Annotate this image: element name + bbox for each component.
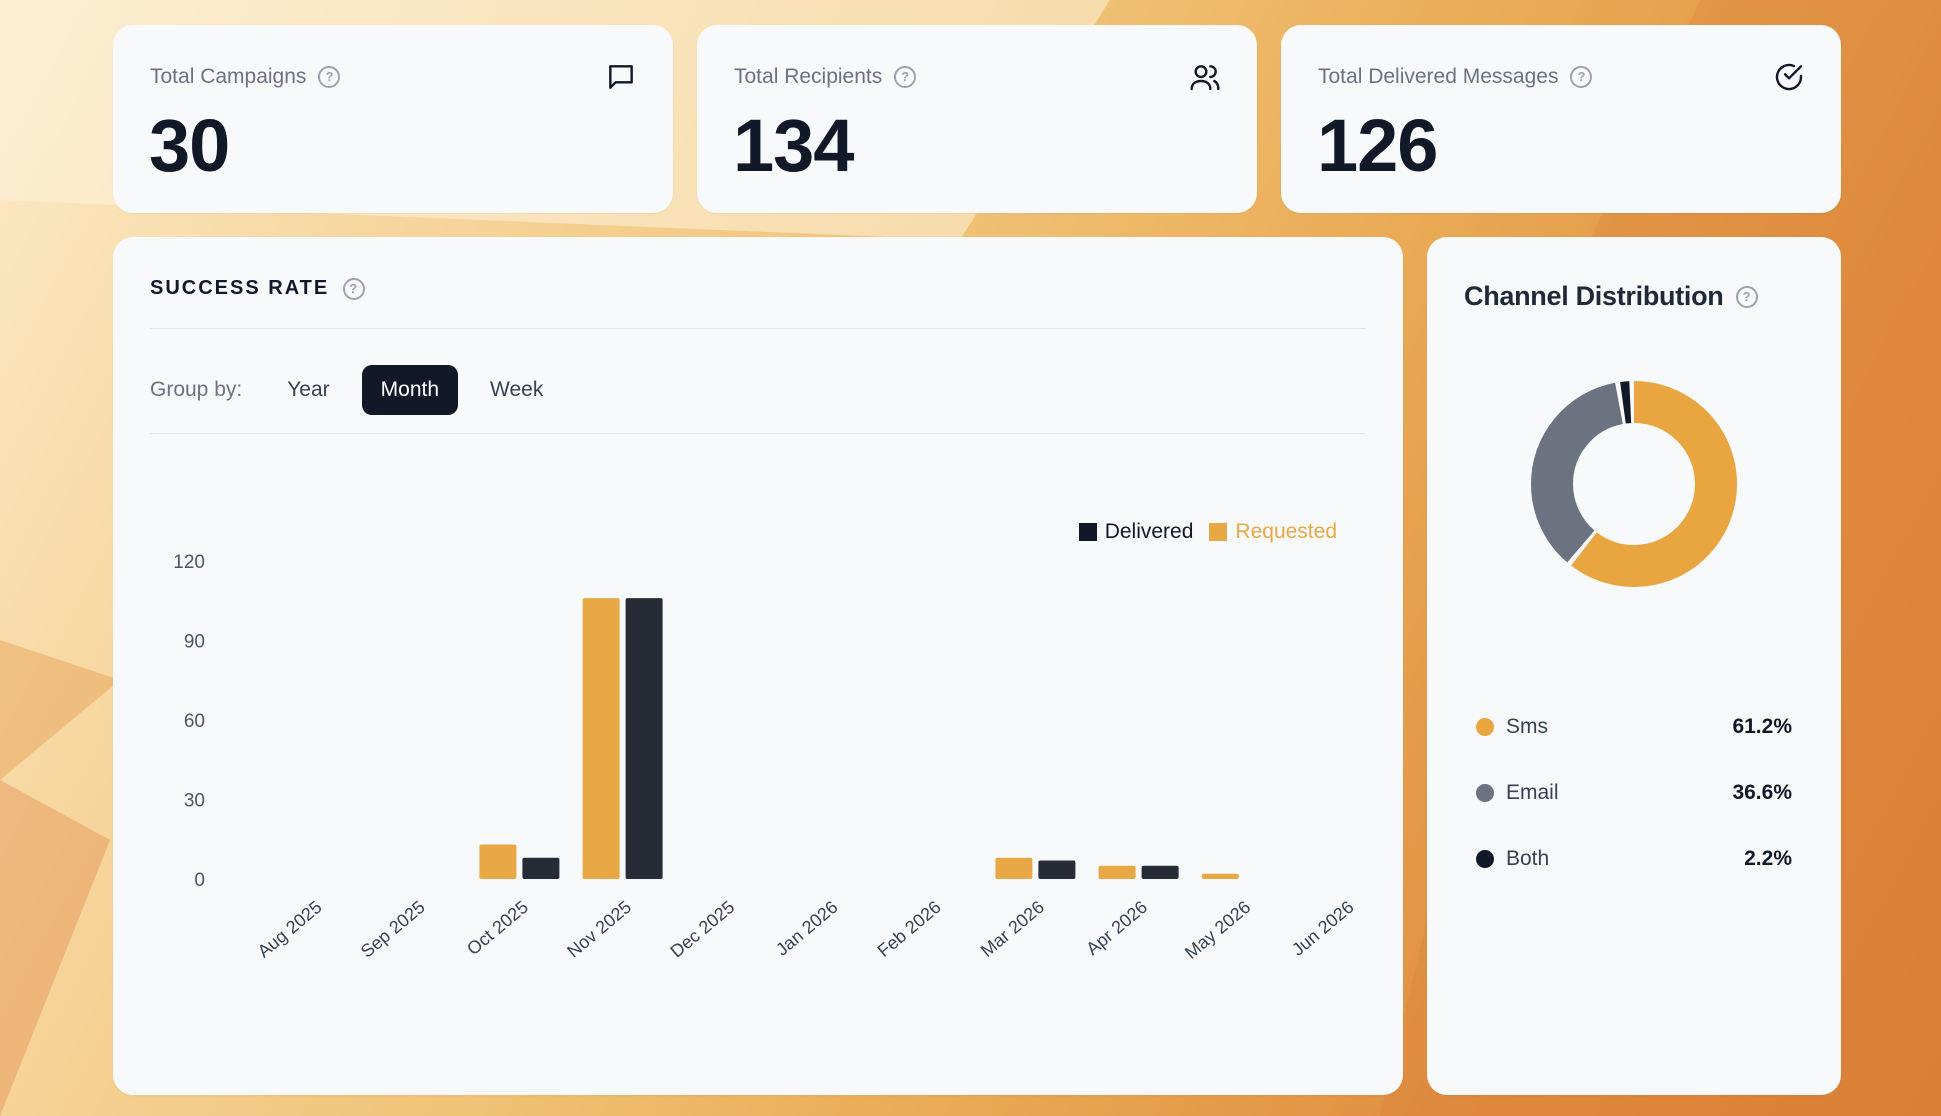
donut-chart (1531, 381, 1737, 587)
y-tick-label: 60 (184, 711, 205, 732)
group-week-button[interactable]: Week (471, 365, 562, 415)
distribution-percent: 2.2% (1744, 847, 1792, 870)
donut-slice-email[interactable] (1531, 381, 1737, 587)
check-circle-icon (1775, 63, 1803, 91)
distribution-name: Both (1506, 847, 1550, 870)
stat-label: Total Delivered Messages (1318, 65, 1559, 88)
stat-card-campaigns: Total Campaigns ? 30 (113, 25, 673, 213)
y-tick-label: 30 (184, 791, 205, 812)
stat-value: 134 (733, 104, 854, 187)
stat-value: 126 (1317, 104, 1438, 187)
legend-item-delivered[interactable]: Delivered (1078, 520, 1194, 544)
x-tick-label: Jan 2026 (772, 897, 842, 960)
sms-dot (1476, 718, 1494, 736)
message-square-icon (609, 65, 633, 89)
x-tick-label: Aug 2025 (254, 897, 326, 962)
x-tick-label: Nov 2025 (563, 897, 635, 962)
group-month-button[interactable]: Month (361, 365, 459, 415)
bar-delivered[interactable] (625, 598, 663, 879)
stat-value: 30 (149, 104, 230, 187)
x-tick-label: Dec 2025 (666, 897, 738, 962)
bar-delivered[interactable] (1038, 860, 1076, 879)
y-tick-label: 120 (173, 552, 205, 573)
bar-requested[interactable] (479, 844, 517, 879)
x-tick-label: Apr 2026 (1082, 897, 1151, 959)
bar-requested[interactable] (1098, 865, 1136, 879)
legend-label-requested: Requested (1235, 520, 1337, 543)
success-rate-card: SUCCESS RATE ? Group by: Year Month Week… (113, 237, 1403, 1095)
x-tick-label: Sep 2025 (357, 897, 429, 962)
bar-requested[interactable] (995, 857, 1033, 879)
x-tick-label: Feb 2026 (874, 897, 945, 961)
bar-requested[interactable] (582, 598, 620, 879)
help-icon[interactable]: ? (894, 66, 917, 88)
help-icon[interactable]: ? (318, 66, 341, 88)
distribution-row-email: Email 36.6% (1476, 781, 1792, 805)
distribution-name: Sms (1506, 715, 1548, 738)
users-icon (1190, 65, 1220, 91)
stat-label: Total Recipients (734, 65, 883, 88)
x-tick-label: Jun 2026 (1288, 897, 1358, 960)
section-title: Channel Distribution (1464, 281, 1724, 311)
chart-legend: Delivered Requested (1078, 520, 1337, 544)
legend-label-delivered: Delivered (1104, 520, 1194, 543)
legend-item-requested[interactable]: Requested (1209, 520, 1337, 544)
group-year-button[interactable]: Year (268, 365, 348, 415)
y-tick-label: 90 (184, 632, 205, 653)
bar-requested[interactable] (1201, 873, 1239, 879)
both-dot (1476, 850, 1494, 868)
distribution-percent: 36.6% (1732, 781, 1792, 804)
y-tick-label: 0 (194, 870, 205, 891)
help-icon[interactable]: ? (1735, 285, 1758, 308)
group-by-label: Group by: (150, 378, 243, 401)
channel-distribution-card: Channel Distribution ? Sms 61.2% Email 3… (1427, 237, 1841, 1095)
distribution-name: Email (1506, 781, 1559, 804)
x-tick-label: Oct 2025 (463, 897, 532, 959)
help-icon[interactable]: ? (1570, 66, 1593, 88)
divider (150, 433, 1366, 434)
divider (150, 328, 1366, 329)
legend-swatch-requested (1209, 523, 1228, 541)
distribution-percent: 61.2% (1732, 715, 1792, 738)
distribution-row-sms: Sms 61.2% (1476, 715, 1792, 739)
distribution-row-both: Both 2.2% (1476, 847, 1792, 871)
stat-label: Total Campaigns (150, 65, 307, 88)
x-tick-label: Mar 2026 (977, 897, 1048, 961)
legend-swatch-delivered (1078, 523, 1097, 541)
bar-delivered[interactable] (1141, 865, 1179, 879)
stat-card-recipients: Total Recipients ? 134 (697, 25, 1257, 213)
stat-card-delivered: Total Delivered Messages ? 126 (1281, 25, 1841, 213)
email-dot (1476, 784, 1494, 802)
bar-chart: 0 30 60 90 120 Aug 2025 Sep 2025 Oct 2025 Nov 20… (173, 552, 1358, 963)
help-icon[interactable]: ? (343, 277, 366, 300)
section-title: SUCCESS RATE (150, 277, 330, 299)
x-tick-label: May 2026 (1181, 897, 1254, 963)
group-by-control: Group by: Year Month Week (150, 365, 575, 415)
donut-slice-sms[interactable] (1531, 381, 1737, 587)
bar-delivered[interactable] (522, 857, 560, 879)
